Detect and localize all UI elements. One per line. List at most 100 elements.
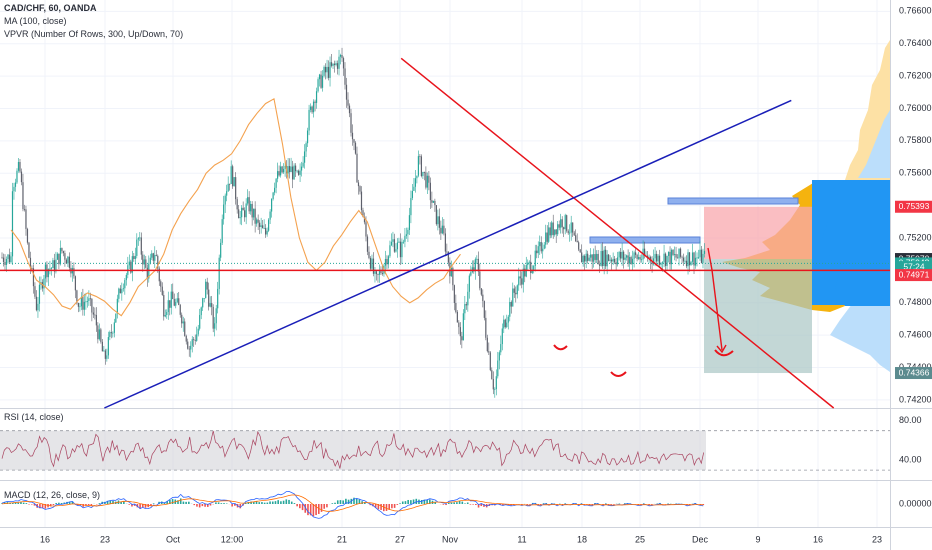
candle-body bbox=[91, 298, 93, 313]
candle-body bbox=[557, 224, 559, 235]
candle-body bbox=[339, 54, 342, 57]
macd-histogram-bar bbox=[453, 502, 455, 504]
candle-body bbox=[312, 101, 315, 113]
candle-body bbox=[297, 170, 300, 175]
macd-histogram-bar bbox=[401, 501, 404, 504]
candle-body bbox=[596, 253, 598, 260]
candle-body bbox=[164, 314, 166, 317]
candle-body bbox=[88, 298, 90, 302]
macd-histogram-bar bbox=[98, 503, 101, 504]
macd-histogram-bar bbox=[253, 501, 255, 504]
candle-body bbox=[275, 178, 277, 188]
candle-body bbox=[348, 105, 351, 114]
candle-body bbox=[651, 261, 653, 265]
macd-histogram-bar bbox=[109, 500, 112, 504]
candle-body bbox=[458, 322, 460, 328]
candle-body bbox=[693, 252, 695, 266]
candle-body bbox=[188, 348, 190, 350]
candle-body bbox=[79, 306, 81, 308]
macd-histogram-bar bbox=[188, 501, 190, 504]
candle-body bbox=[199, 315, 201, 329]
candle-body bbox=[443, 225, 445, 234]
candle-body bbox=[287, 166, 289, 174]
candle-body bbox=[637, 257, 640, 259]
candle-body bbox=[203, 298, 205, 299]
candle-body bbox=[98, 329, 100, 340]
candle-body bbox=[702, 253, 704, 263]
candle-body bbox=[220, 242, 222, 258]
macd-histogram-bar bbox=[206, 504, 209, 507]
candle-body bbox=[38, 284, 41, 304]
macd-histogram-bar bbox=[396, 504, 399, 505]
candle-body bbox=[661, 262, 664, 264]
price-badge bbox=[895, 269, 932, 282]
macd-histogram-bar bbox=[334, 502, 336, 504]
macd-histogram-bar bbox=[166, 501, 168, 504]
macd-histogram-bar bbox=[234, 504, 236, 506]
macd-histogram-bar bbox=[458, 500, 461, 504]
candle-body bbox=[360, 191, 363, 211]
candle-body bbox=[143, 259, 145, 265]
macd-histogram-bar bbox=[445, 504, 447, 506]
macd-histogram-bar bbox=[271, 501, 274, 504]
macd-histogram-bar bbox=[20, 501, 22, 504]
macd-histogram-bar bbox=[22, 502, 25, 504]
candle-body bbox=[545, 232, 547, 245]
candle-body bbox=[549, 227, 551, 236]
candle-body bbox=[455, 303, 457, 312]
candle-body bbox=[687, 252, 689, 267]
time-tick-label: 21 bbox=[337, 534, 347, 544]
macd-histogram-bar bbox=[33, 504, 36, 506]
candle-body bbox=[299, 170, 301, 175]
candle-body bbox=[136, 239, 138, 256]
candle-body bbox=[534, 250, 536, 266]
candle-body bbox=[344, 68, 346, 85]
candle-body bbox=[196, 334, 198, 341]
candle-body bbox=[259, 222, 261, 227]
candle-body bbox=[218, 257, 220, 289]
candle-body bbox=[187, 341, 189, 349]
candle-body bbox=[378, 270, 381, 275]
candle-body bbox=[509, 301, 511, 317]
candle-body bbox=[223, 204, 225, 220]
candle-body bbox=[372, 258, 375, 274]
candle-body bbox=[294, 165, 297, 172]
candle-body bbox=[288, 166, 291, 173]
candle-body bbox=[323, 66, 325, 76]
candle-body bbox=[80, 296, 82, 307]
candle-body bbox=[405, 234, 408, 236]
candle-body bbox=[395, 249, 397, 252]
macd-histogram-bar bbox=[68, 501, 71, 504]
vpvr-legend: VPVR (Number Of Rows, 300, Up/Down, 70) bbox=[4, 29, 184, 39]
candle-body bbox=[652, 258, 655, 265]
candle-body bbox=[166, 312, 168, 315]
macd-histogram-bar bbox=[648, 504, 650, 505]
candle-body bbox=[516, 285, 518, 295]
bottom-mark-2 bbox=[610, 371, 627, 377]
macd-histogram-bar bbox=[14, 502, 17, 504]
candle-body bbox=[440, 227, 442, 234]
candle-body bbox=[254, 208, 256, 224]
candle-body bbox=[512, 288, 514, 307]
rsi-band bbox=[0, 430, 706, 471]
price-tick-label: 0.76200 bbox=[899, 70, 932, 80]
time-tick-label: Nov bbox=[442, 534, 459, 544]
price-tick-label: 0.74400 bbox=[899, 362, 932, 372]
candle-body bbox=[657, 255, 659, 262]
macd-histogram-bar bbox=[169, 499, 171, 504]
candle-body bbox=[527, 262, 529, 266]
candle-body bbox=[280, 166, 282, 176]
candle-body bbox=[116, 298, 118, 314]
candle-body bbox=[494, 389, 496, 390]
vp-light-top-blue bbox=[858, 110, 890, 178]
candle-body bbox=[408, 215, 411, 230]
candle-body bbox=[291, 166, 294, 180]
candle-body bbox=[320, 74, 322, 88]
candle-body bbox=[606, 254, 608, 267]
macd-histogram-bar bbox=[353, 497, 355, 504]
candle-body bbox=[411, 190, 414, 199]
time-tick-label: Dec bbox=[692, 534, 709, 544]
macd-histogram-bar bbox=[85, 504, 87, 506]
candle-body bbox=[347, 99, 349, 106]
